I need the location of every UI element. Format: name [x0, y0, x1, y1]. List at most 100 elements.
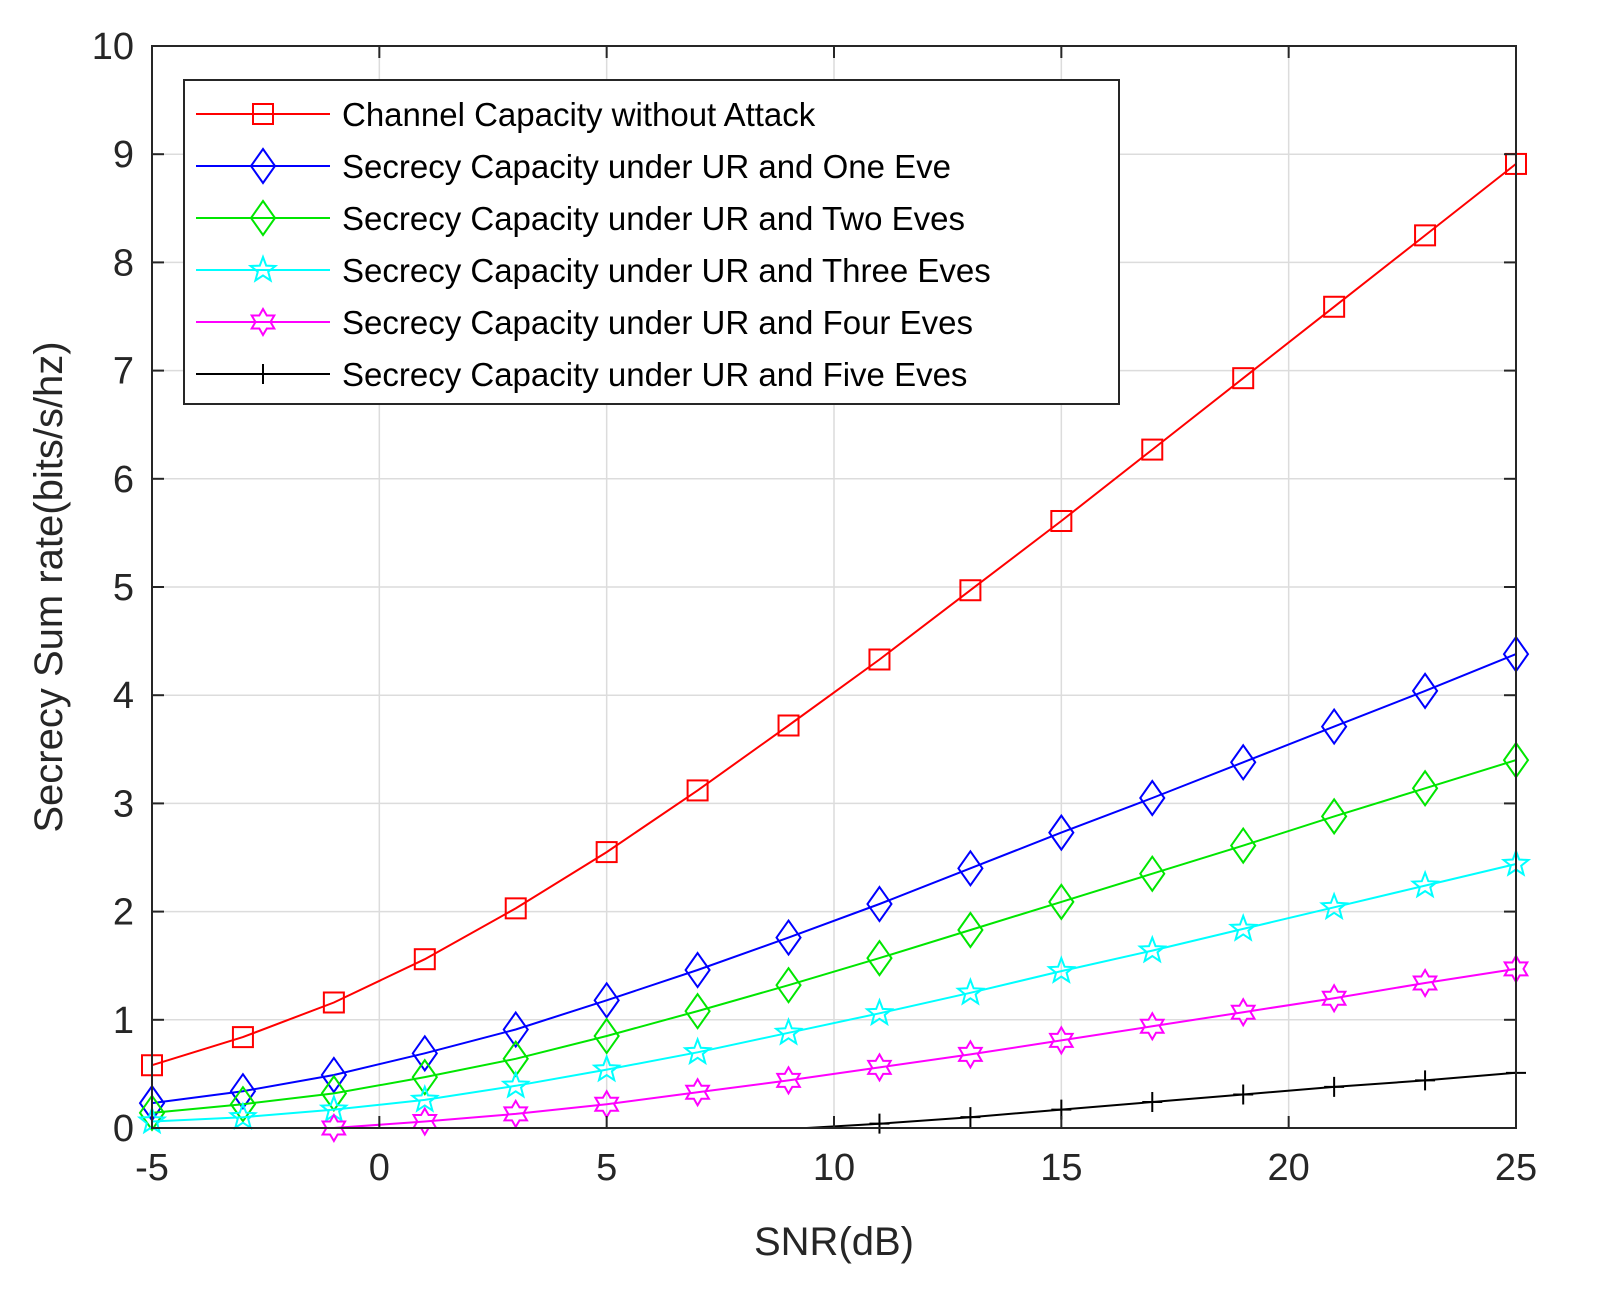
- legend-item: Channel Capacity without Attack: [196, 96, 816, 133]
- x-tick-label: 10: [813, 1147, 855, 1189]
- legend-item: Secrecy Capacity under UR and Five Eves: [196, 356, 967, 393]
- y-tick-label: 7: [113, 351, 134, 393]
- data-point-marker: [1412, 967, 1439, 999]
- data-point-marker: [1046, 955, 1077, 984]
- data-point-marker: [1139, 779, 1166, 817]
- data-point-marker: [1320, 707, 1348, 746]
- data-point-marker: [411, 1106, 438, 1137]
- y-tick-label: 4: [113, 675, 134, 717]
- data-point-marker: [320, 1112, 347, 1144]
- data-point-marker: [1319, 891, 1350, 921]
- data-point-marker: [1324, 1076, 1345, 1097]
- data-point-marker: [500, 1069, 531, 1099]
- data-point-marker: [775, 966, 802, 1004]
- data-point-marker: [1139, 854, 1166, 893]
- data-point-marker: [1137, 934, 1168, 964]
- data-point-marker: [866, 885, 893, 923]
- x-tick-label: -5: [135, 1147, 169, 1189]
- y-tick-label: 2: [113, 892, 134, 934]
- data-point-marker: [502, 1098, 529, 1129]
- data-point-marker: [227, 1101, 258, 1130]
- y-tick-label: 9: [113, 134, 134, 176]
- series-3: [138, 741, 1530, 1132]
- x-tick-label: 15: [1040, 1147, 1082, 1189]
- data-point-marker: [957, 849, 984, 888]
- data-point-marker: [1139, 1011, 1166, 1042]
- data-point-marker: [777, 714, 800, 737]
- data-point-marker: [1141, 438, 1164, 461]
- series-6: [806, 1062, 1526, 1134]
- data-point-marker: [231, 1026, 254, 1049]
- data-point-marker: [1230, 997, 1257, 1028]
- data-point-marker: [775, 918, 802, 957]
- data-point-marker: [957, 911, 984, 949]
- data-point-marker: [684, 951, 711, 989]
- data-point-marker: [684, 1077, 711, 1108]
- data-point-marker: [413, 948, 436, 971]
- data-point-marker: [1320, 797, 1348, 836]
- legend-label: Secrecy Capacity under UR and Four Eves: [342, 304, 973, 341]
- data-point-marker: [1410, 869, 1441, 899]
- data-point-marker: [960, 1107, 981, 1128]
- legend-box: [183, 79, 1120, 405]
- data-point-marker: [1050, 509, 1073, 532]
- data-point-marker: [502, 1010, 529, 1049]
- legend: Channel Capacity without Attack Secrecy C…: [183, 79, 1120, 405]
- data-point-marker: [864, 997, 895, 1027]
- legend-label: Channel Capacity without Attack: [342, 96, 816, 133]
- x-axis-label: SNR(dB): [754, 1220, 914, 1264]
- y-tick-label: 10: [92, 26, 134, 68]
- legend-marker: [252, 103, 274, 125]
- data-point-marker: [955, 976, 986, 1006]
- data-point-marker: [1229, 826, 1257, 865]
- data-point-marker: [1142, 1092, 1163, 1113]
- data-point-marker: [322, 991, 345, 1014]
- data-point-marker: [869, 1113, 890, 1134]
- x-tick-label: 20: [1268, 1147, 1310, 1189]
- legend-label: Secrecy Capacity under UR and Three Eves: [342, 252, 991, 289]
- data-point-marker: [504, 897, 527, 920]
- data-point-marker: [1048, 1025, 1075, 1056]
- data-point-marker: [229, 1085, 257, 1123]
- legend-marker: [249, 199, 277, 237]
- legend-label: Secrecy Capacity under UR and Two Eves: [342, 200, 965, 237]
- y-tick-label: 0: [113, 1108, 134, 1150]
- legend-marker: [253, 364, 273, 384]
- data-point-marker: [593, 1017, 620, 1055]
- axis-ticks: [151, 45, 1517, 1129]
- data-point-marker: [1233, 1084, 1254, 1105]
- legend-marker: [249, 147, 277, 185]
- data-point-marker: [411, 1034, 439, 1073]
- data-point-marker: [684, 992, 711, 1030]
- data-point-marker: [1232, 367, 1255, 390]
- y-tick-label: 3: [113, 783, 134, 825]
- data-point-marker: [595, 841, 618, 864]
- series-line: [333, 967, 1517, 1129]
- series-line: [151, 759, 1517, 1114]
- x-tick-label: 25: [1495, 1147, 1537, 1189]
- y-axis-label: Secrecy Sum rate(bits/s/hz): [27, 341, 71, 832]
- data-point-marker: [1048, 813, 1075, 852]
- data-point-marker: [411, 1058, 439, 1096]
- legend-marker: [249, 306, 277, 338]
- legend-item: Secrecy Capacity under UR and One Eve: [196, 147, 951, 185]
- data-point-marker: [320, 1056, 348, 1094]
- data-point-marker: [1415, 1070, 1436, 1091]
- series-4: [136, 848, 1532, 1135]
- y-tick-label: 1: [113, 1000, 134, 1042]
- data-point-marker: [229, 1072, 257, 1110]
- legend-item: Secrecy Capacity under UR and Two Eves: [196, 199, 965, 237]
- data-point-marker: [502, 1040, 529, 1078]
- data-point-marker: [957, 1039, 984, 1070]
- legend-label: Secrecy Capacity under UR and One Eve: [342, 148, 951, 185]
- data-point-marker: [866, 1052, 893, 1083]
- series-line: [151, 863, 1517, 1123]
- legend-marker: [247, 254, 279, 283]
- data-point-marker: [959, 579, 982, 602]
- y-tick-label: 5: [113, 567, 134, 609]
- data-point-marker: [1228, 913, 1259, 942]
- data-point-marker: [1048, 883, 1075, 921]
- data-point-marker: [138, 1094, 166, 1132]
- data-point-marker: [1229, 743, 1257, 782]
